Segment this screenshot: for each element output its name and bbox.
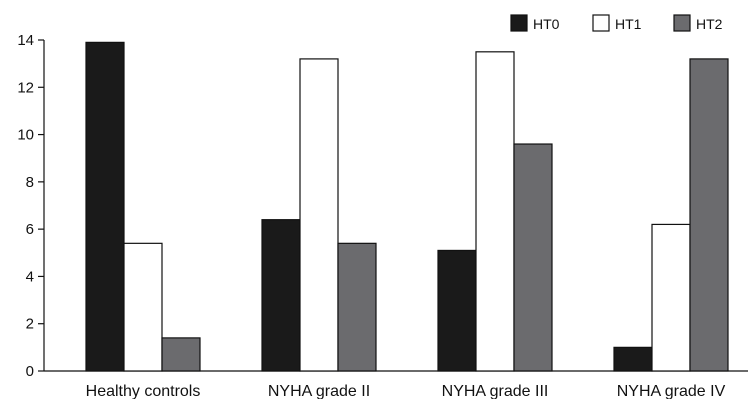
- bar-ht2-2: [513, 143, 553, 372]
- bar-ht1-3: [651, 223, 691, 372]
- y-tick-label: 8: [26, 174, 34, 191]
- bar-ht2-3: [689, 58, 729, 372]
- bar-ht1-2: [475, 51, 515, 372]
- y-tick-label: 2: [26, 316, 34, 333]
- y-tick-label: 4: [26, 268, 34, 285]
- category-labels: Healthy controls NYHA grade II NYHA grade …: [86, 383, 726, 399]
- legend-swatch-ht1: [592, 14, 610, 32]
- bar-ht2-1: [337, 242, 377, 372]
- legend-swatch-ht0: [510, 14, 528, 32]
- bar-ht0-0: [85, 41, 125, 372]
- bar-ht0-3: [613, 346, 653, 372]
- legend-label: HT1: [615, 16, 642, 32]
- y-tick-label: 14: [17, 32, 34, 49]
- bar-ht1-1: [299, 58, 339, 372]
- category-label: Healthy controls: [86, 383, 201, 399]
- y-tick-label: 10: [17, 127, 34, 144]
- y-tick-label: 12: [17, 79, 34, 96]
- bar-ht0-1: [261, 219, 301, 372]
- category-label: NYHA grade II: [268, 383, 370, 399]
- bars: [85, 41, 729, 372]
- bar-ht1-0: [123, 242, 163, 372]
- bar-ht2-0: [161, 337, 201, 372]
- y-tick-label: 0: [26, 363, 34, 380]
- legend-label: HT0: [533, 16, 560, 32]
- legend: HT0 HT1 HT2: [510, 14, 723, 32]
- legend-label: HT2: [696, 16, 723, 32]
- category-label: NYHA grade III: [442, 383, 549, 399]
- legend-swatch-ht2: [673, 14, 691, 32]
- bar-ht0-2: [437, 249, 477, 372]
- y-tick-label: 6: [26, 221, 34, 238]
- category-label: NYHA grade IV: [617, 383, 726, 399]
